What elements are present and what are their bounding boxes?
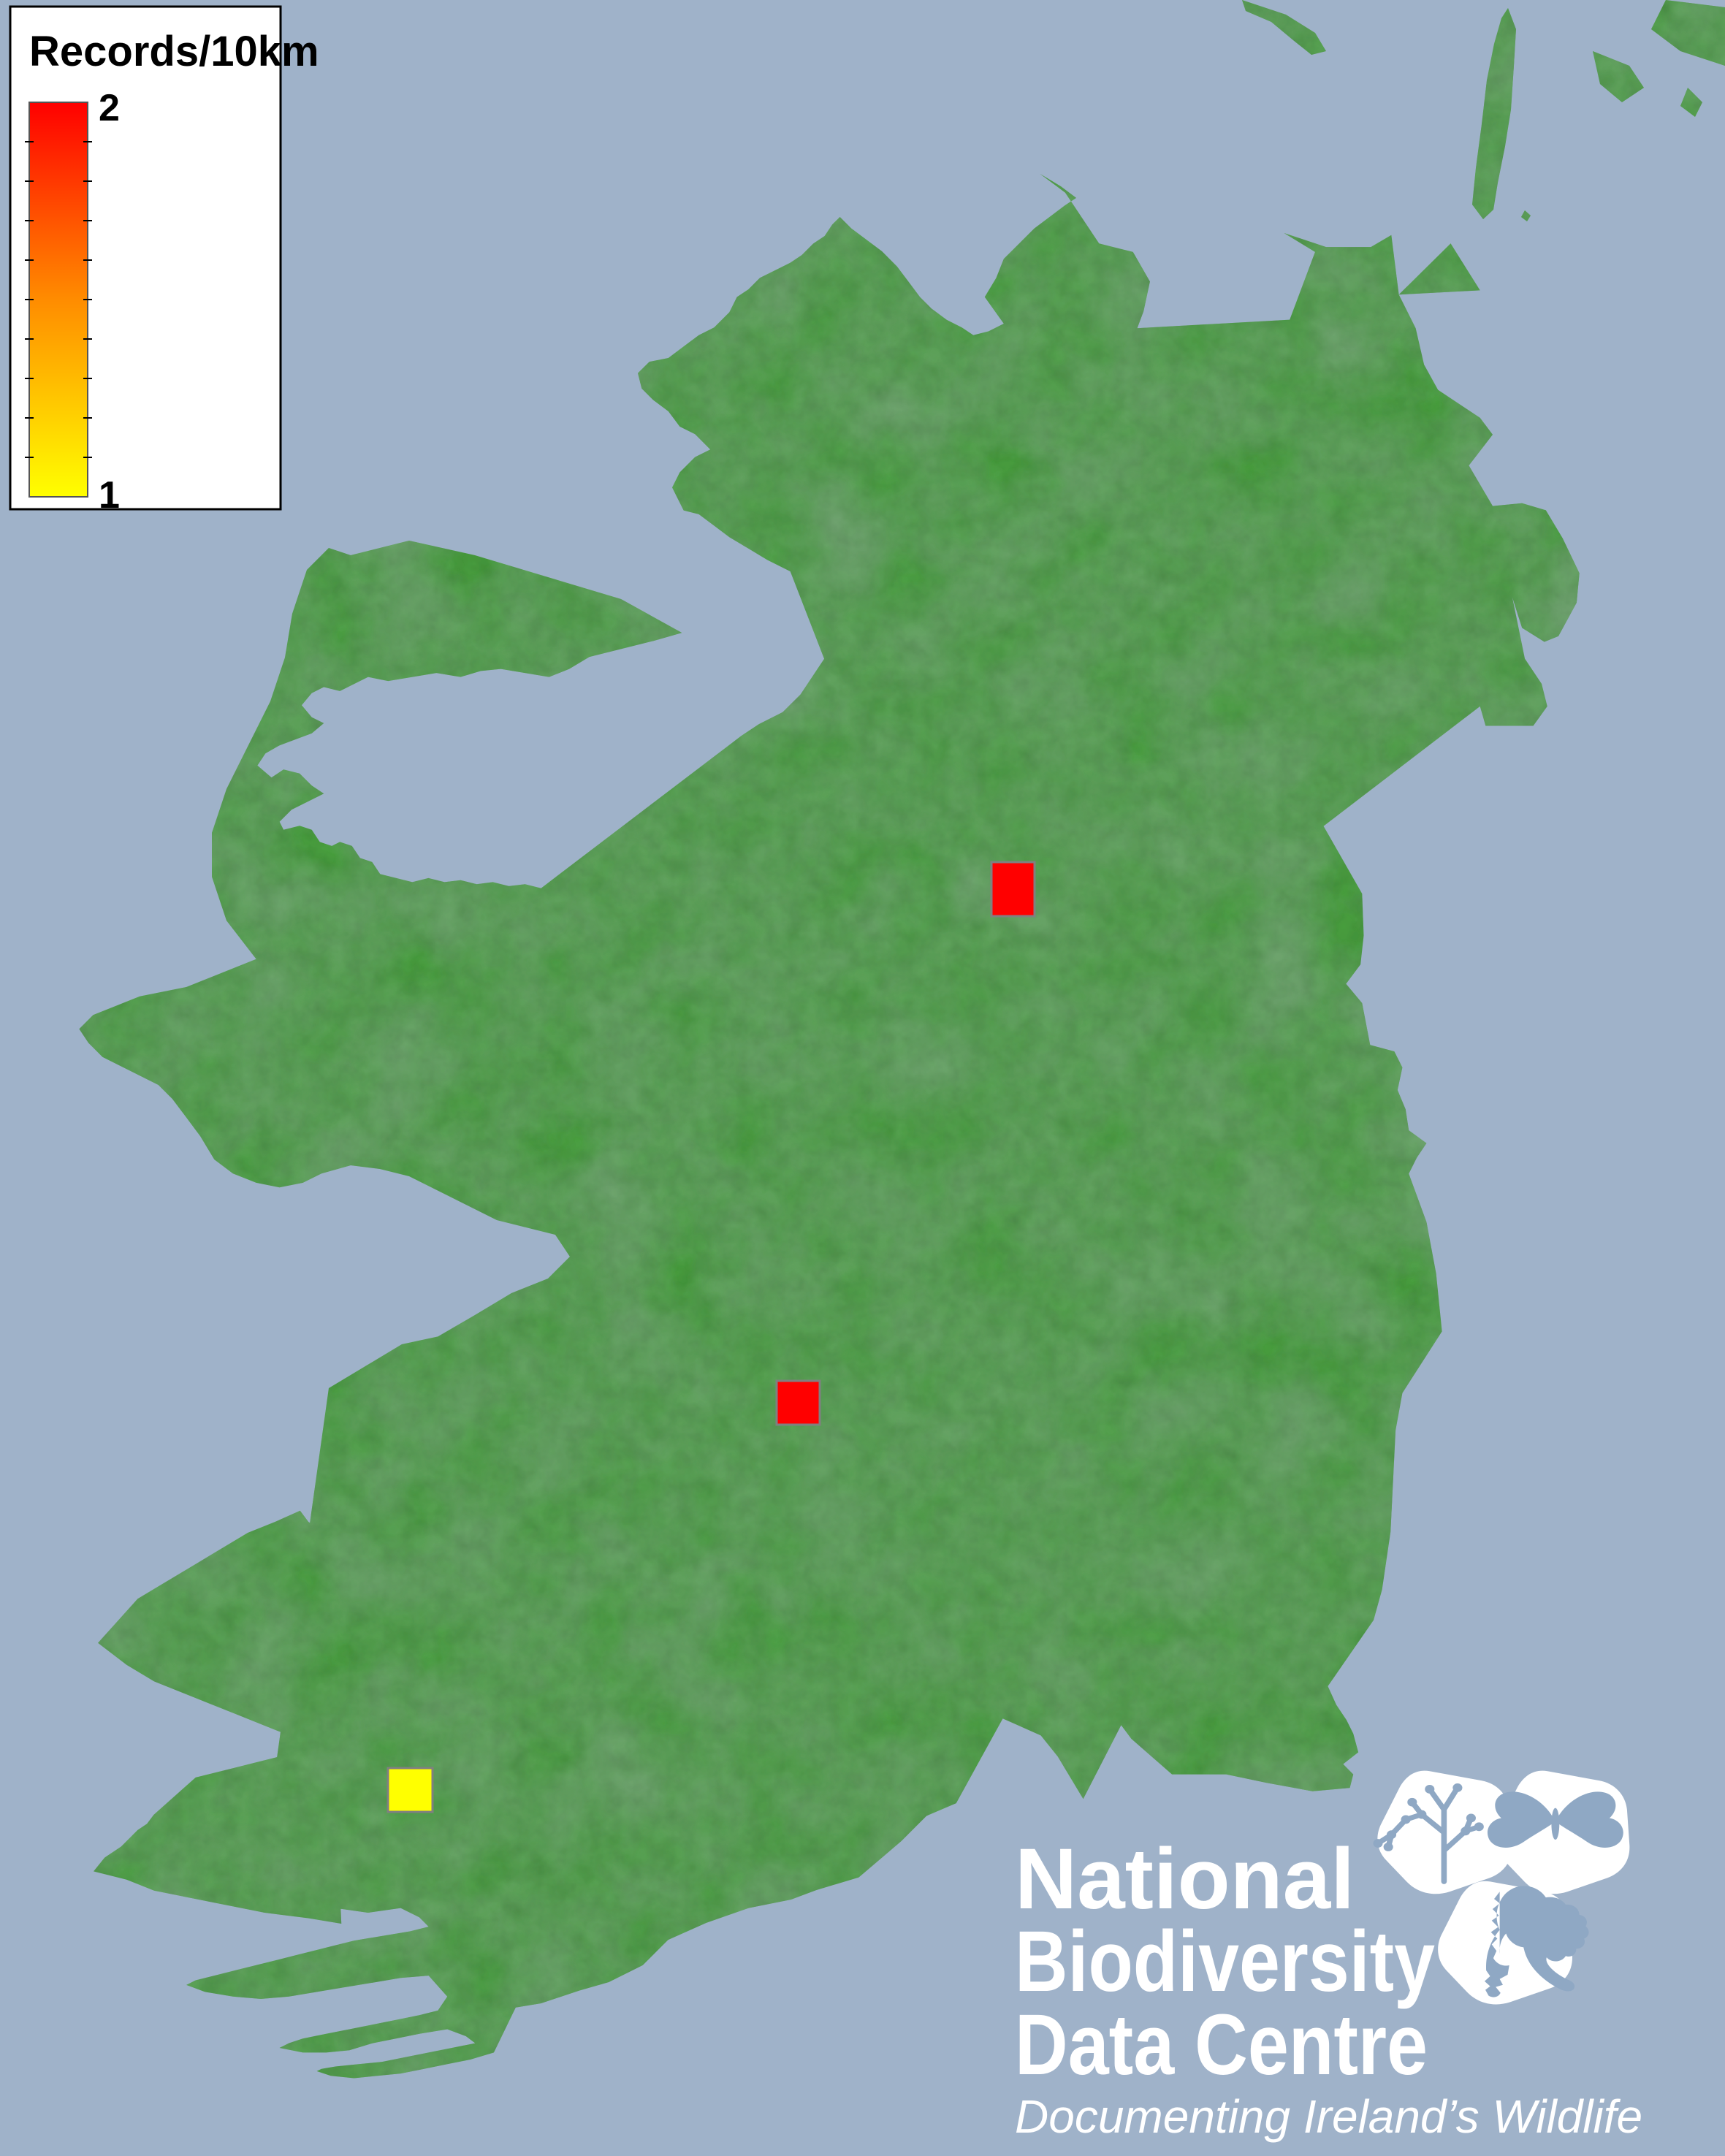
svg-text:Records/10km: Records/10km bbox=[29, 28, 319, 75]
svg-text:Documenting Ireland’s Wildlife: Documenting Ireland’s Wildlife bbox=[1015, 2090, 1642, 2143]
svg-text:2: 2 bbox=[99, 87, 120, 129]
svg-text:1: 1 bbox=[99, 474, 120, 517]
svg-text:Data Centre: Data Centre bbox=[1015, 1997, 1428, 2093]
svg-text:Biodiversity: Biodiversity bbox=[1015, 1913, 1435, 2010]
